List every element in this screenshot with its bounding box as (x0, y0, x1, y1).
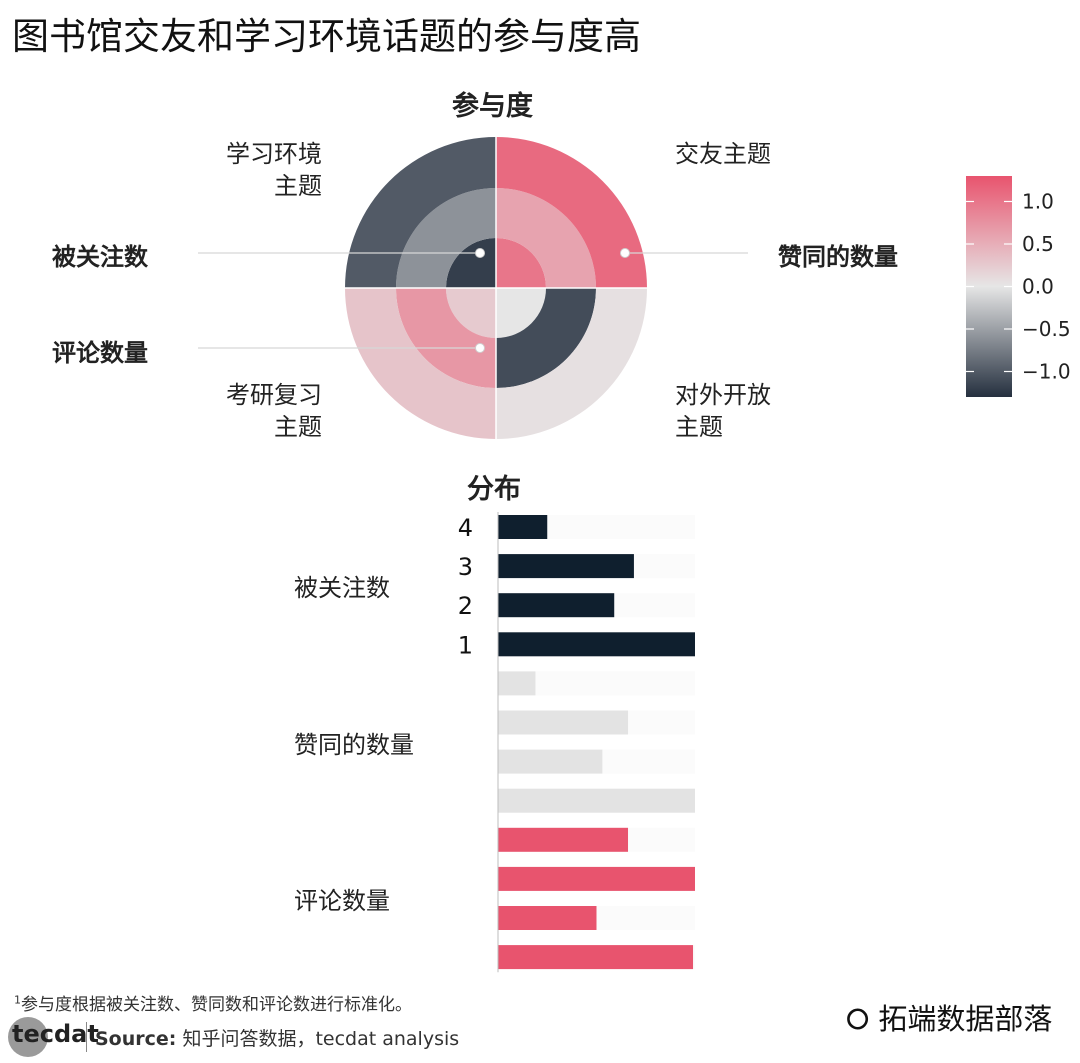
bar-group-label-follow: 被关注数 (294, 574, 390, 602)
quadrant-label-open: 对外开放 主题 (675, 379, 771, 443)
bar-rank-label: 1 (458, 631, 473, 659)
bar-1-1 (498, 710, 629, 735)
colorbar: 1.0 0.5 0.0 −0.5 −1.0 (966, 176, 1071, 397)
polar-cell-3-2 (496, 288, 647, 439)
bar-1-3 (498, 788, 695, 813)
source-label: Source: (95, 1028, 177, 1050)
quadrant-label-exam-line2: 主题 (274, 413, 322, 441)
source-line: Source: 知乎问答数据，tecdat analysis (95, 1024, 459, 1051)
logo: tecdat (12, 1020, 99, 1048)
polar-cell-3-0 (496, 288, 546, 338)
colorbar-tick-label: 1.0 (1022, 190, 1054, 214)
footnote-marker: 1 (14, 993, 21, 1007)
footnote: 1参与度根据被关注数、赞同数和评论数进行标准化。 (14, 990, 412, 1015)
bar-0-2 (498, 593, 615, 618)
quadrant-label-open-line1: 对外开放 (675, 381, 771, 409)
polar-cell-2-2 (345, 288, 496, 439)
logo-badge (8, 1017, 48, 1057)
leader-dot-comments (475, 343, 485, 353)
bar-section-title: 分布 (467, 474, 521, 505)
polar-cell-1-1 (396, 188, 496, 288)
bar-2-0 (498, 827, 629, 852)
bar-0-0 (498, 515, 548, 539)
metric-label-likes: 赞同的数量 (778, 243, 898, 271)
polar-cell-0-2 (496, 137, 647, 288)
polar-heatmap (345, 137, 647, 439)
quadrant-label-exam-line1: 考研复习 (226, 381, 322, 409)
bar-0-1 (498, 554, 634, 579)
colorbar-tick-label: −1.0 (1022, 360, 1071, 384)
bar-1-0 (498, 671, 536, 696)
bar-group-label-likes: 赞同的数量 (294, 731, 414, 759)
colorbar-tick-label: −0.5 (1022, 317, 1071, 341)
polar-cell-0-1 (496, 188, 596, 288)
watermark: ⭘ 拓端数据部落 (846, 996, 1052, 1038)
watermark-text: 拓端数据部落 (878, 1002, 1053, 1036)
metric-label-comments: 评论数量 (52, 339, 148, 367)
footnote-text: 参与度根据被关注数、赞同数和评论数进行标准化。 (21, 995, 412, 1015)
polar-cell-2-0 (446, 288, 496, 338)
source-divider (86, 1022, 87, 1052)
bar-rank-label: 4 (458, 514, 473, 542)
bar-rank-label: 3 (458, 553, 473, 581)
quadrant-label-exam: 考研复习 主题 (214, 379, 322, 443)
quadrant-label-study: 学习环境 主题 (214, 138, 322, 202)
leader-dot-follow (475, 248, 485, 258)
polar-section-title: 参与度 (452, 91, 533, 122)
distribution-bars: 4 3 2 1 (458, 512, 695, 973)
bar-rank-label: 2 (458, 592, 473, 620)
polar-cell-1-2 (345, 137, 496, 288)
colorbar-tick-label: 0.0 (1022, 275, 1054, 299)
quadrant-label-open-line2: 主题 (675, 413, 723, 441)
bar-group-label-comments: 评论数量 (294, 887, 390, 915)
quadrant-label-study-line1: 学习环境 (226, 140, 322, 168)
page-title: 图书馆交友和学习环境话题的参与度高 (12, 15, 641, 58)
bar-2-1 (498, 866, 695, 891)
bar-1-2 (498, 749, 603, 774)
colorbar-tick-label: 0.5 (1022, 232, 1054, 256)
polar-cell-3-1 (496, 288, 596, 388)
bar-2-3 (498, 945, 694, 970)
quadrant-label-social: 交友主题 (675, 140, 771, 168)
bar-0-3 (498, 632, 695, 657)
metric-label-follow: 被关注数 (52, 243, 148, 271)
leader-dot-likes (620, 248, 630, 258)
wechat-icon: ⭘ (846, 1002, 870, 1036)
metric-leader-lines (198, 248, 748, 353)
quadrant-label-study-line2: 主题 (274, 172, 322, 200)
bar-2-2 (498, 906, 597, 930)
polar-cell-2-1 (396, 288, 496, 388)
polar-cell-0-0 (496, 238, 546, 288)
source-text: 知乎问答数据，tecdat analysis (182, 1028, 460, 1050)
